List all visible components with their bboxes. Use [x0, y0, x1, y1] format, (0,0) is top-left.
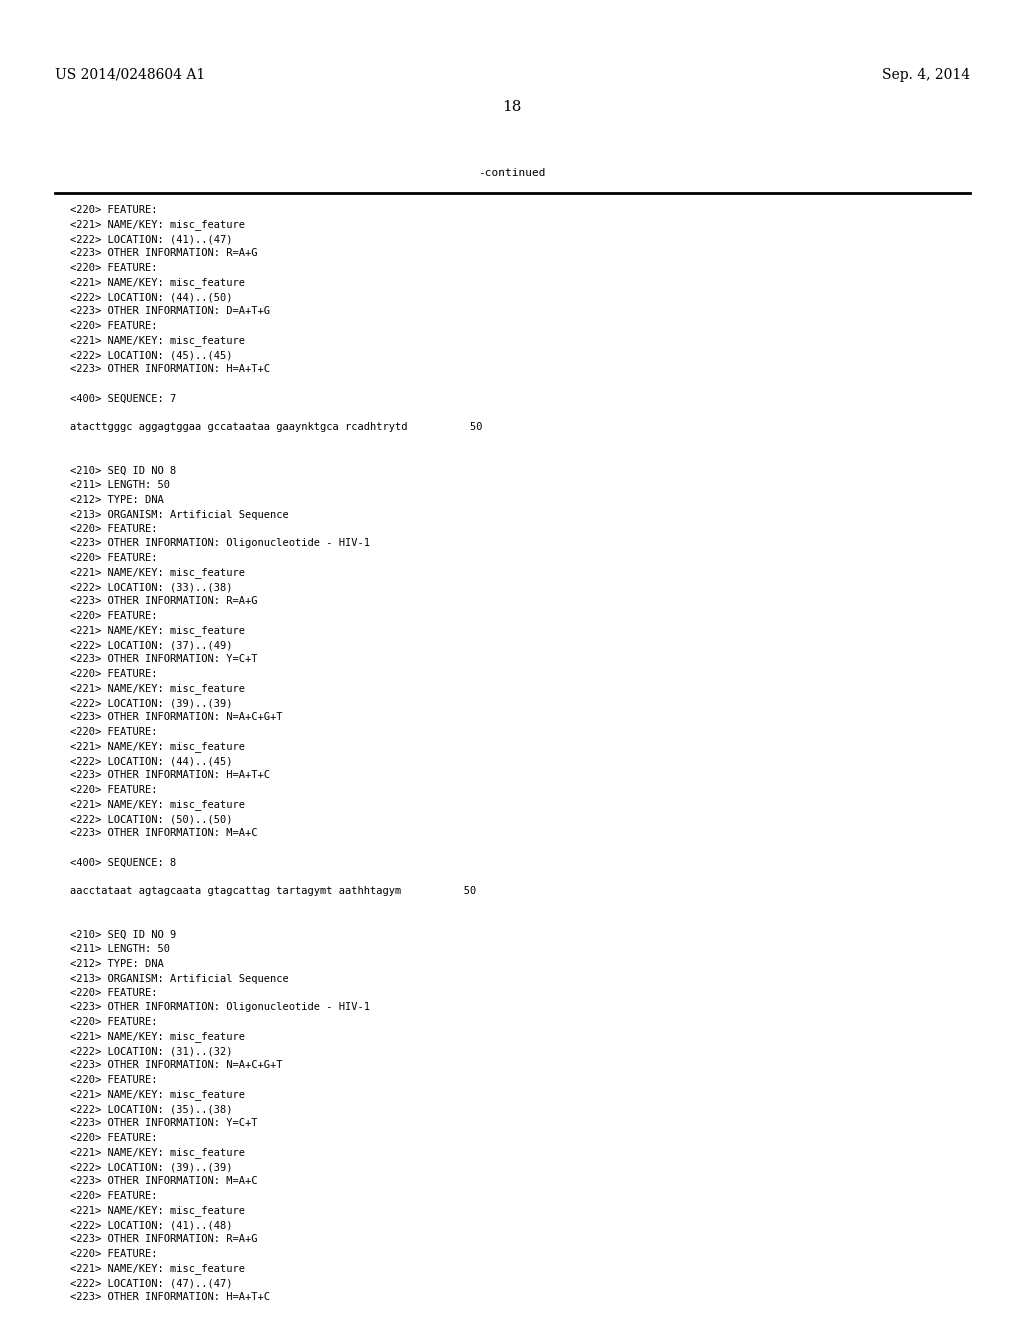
Text: <212> TYPE: DNA: <212> TYPE: DNA	[70, 960, 164, 969]
Text: <211> LENGTH: 50: <211> LENGTH: 50	[70, 945, 170, 954]
Text: <223> OTHER INFORMATION: N=A+C+G+T: <223> OTHER INFORMATION: N=A+C+G+T	[70, 1060, 283, 1071]
Text: <220> FEATURE:: <220> FEATURE:	[70, 987, 158, 998]
Text: <221> NAME/KEY: misc_feature: <221> NAME/KEY: misc_feature	[70, 335, 245, 346]
Text: <210> SEQ ID NO 9: <210> SEQ ID NO 9	[70, 931, 176, 940]
Text: <220> FEATURE:: <220> FEATURE:	[70, 785, 158, 795]
Text: <222> LOCATION: (44)..(50): <222> LOCATION: (44)..(50)	[70, 292, 232, 302]
Text: <400> SEQUENCE: 7: <400> SEQUENCE: 7	[70, 393, 176, 404]
Text: <223> OTHER INFORMATION: R=A+G: <223> OTHER INFORMATION: R=A+G	[70, 1234, 257, 1245]
Text: <223> OTHER INFORMATION: R=A+G: <223> OTHER INFORMATION: R=A+G	[70, 597, 257, 606]
Text: <223> OTHER INFORMATION: Oligonucleotide - HIV-1: <223> OTHER INFORMATION: Oligonucleotide…	[70, 539, 370, 549]
Text: <220> FEATURE:: <220> FEATURE:	[70, 1016, 158, 1027]
Text: <222> LOCATION: (47)..(47): <222> LOCATION: (47)..(47)	[70, 1278, 232, 1288]
Text: US 2014/0248604 A1: US 2014/0248604 A1	[55, 69, 205, 82]
Text: <222> LOCATION: (37)..(49): <222> LOCATION: (37)..(49)	[70, 640, 232, 649]
Text: <222> LOCATION: (41)..(48): <222> LOCATION: (41)..(48)	[70, 1220, 232, 1230]
Text: Sep. 4, 2014: Sep. 4, 2014	[882, 69, 970, 82]
Text: <223> OTHER INFORMATION: Oligonucleotide - HIV-1: <223> OTHER INFORMATION: Oligonucleotide…	[70, 1002, 370, 1012]
Text: <220> FEATURE:: <220> FEATURE:	[70, 553, 158, 564]
Text: aacctataat agtagcaata gtagcattag tartagymt aathhtagym          50: aacctataat agtagcaata gtagcattag tartagy…	[70, 887, 476, 896]
Text: <221> NAME/KEY: misc_feature: <221> NAME/KEY: misc_feature	[70, 626, 245, 636]
Text: <220> FEATURE:: <220> FEATURE:	[70, 263, 158, 273]
Text: <221> NAME/KEY: misc_feature: <221> NAME/KEY: misc_feature	[70, 277, 245, 288]
Text: <220> FEATURE:: <220> FEATURE:	[70, 1249, 158, 1259]
Text: <222> LOCATION: (33)..(38): <222> LOCATION: (33)..(38)	[70, 582, 232, 591]
Text: <221> NAME/KEY: misc_feature: <221> NAME/KEY: misc_feature	[70, 219, 245, 231]
Text: <223> OTHER INFORMATION: M=A+C: <223> OTHER INFORMATION: M=A+C	[70, 1176, 257, 1187]
Text: <223> OTHER INFORMATION: N=A+C+G+T: <223> OTHER INFORMATION: N=A+C+G+T	[70, 713, 283, 722]
Text: <222> LOCATION: (35)..(38): <222> LOCATION: (35)..(38)	[70, 1104, 232, 1114]
Text: <221> NAME/KEY: misc_feature: <221> NAME/KEY: misc_feature	[70, 568, 245, 578]
Text: <220> FEATURE:: <220> FEATURE:	[70, 321, 158, 331]
Text: <222> LOCATION: (39)..(39): <222> LOCATION: (39)..(39)	[70, 698, 232, 708]
Text: <221> NAME/KEY: misc_feature: <221> NAME/KEY: misc_feature	[70, 1089, 245, 1101]
Text: <220> FEATURE:: <220> FEATURE:	[70, 727, 158, 737]
Text: <223> OTHER INFORMATION: H=A+T+C: <223> OTHER INFORMATION: H=A+T+C	[70, 1292, 270, 1303]
Text: <221> NAME/KEY: misc_feature: <221> NAME/KEY: misc_feature	[70, 1147, 245, 1159]
Text: <213> ORGANISM: Artificial Sequence: <213> ORGANISM: Artificial Sequence	[70, 510, 289, 520]
Text: <221> NAME/KEY: misc_feature: <221> NAME/KEY: misc_feature	[70, 800, 245, 810]
Text: <220> FEATURE:: <220> FEATURE:	[70, 611, 158, 620]
Text: <213> ORGANISM: Artificial Sequence: <213> ORGANISM: Artificial Sequence	[70, 974, 289, 983]
Text: <221> NAME/KEY: misc_feature: <221> NAME/KEY: misc_feature	[70, 1205, 245, 1217]
Text: <220> FEATURE:: <220> FEATURE:	[70, 205, 158, 215]
Text: <220> FEATURE:: <220> FEATURE:	[70, 1191, 158, 1201]
Text: <212> TYPE: DNA: <212> TYPE: DNA	[70, 495, 164, 506]
Text: <220> FEATURE:: <220> FEATURE:	[70, 1074, 158, 1085]
Text: <222> LOCATION: (45)..(45): <222> LOCATION: (45)..(45)	[70, 350, 232, 360]
Text: <222> LOCATION: (39)..(39): <222> LOCATION: (39)..(39)	[70, 1162, 232, 1172]
Text: <222> LOCATION: (41)..(47): <222> LOCATION: (41)..(47)	[70, 234, 232, 244]
Text: <220> FEATURE:: <220> FEATURE:	[70, 669, 158, 678]
Text: <221> NAME/KEY: misc_feature: <221> NAME/KEY: misc_feature	[70, 742, 245, 752]
Text: <223> OTHER INFORMATION: H=A+T+C: <223> OTHER INFORMATION: H=A+T+C	[70, 771, 270, 780]
Text: <220> FEATURE:: <220> FEATURE:	[70, 1133, 158, 1143]
Text: <223> OTHER INFORMATION: R=A+G: <223> OTHER INFORMATION: R=A+G	[70, 248, 257, 259]
Text: 18: 18	[503, 100, 521, 114]
Text: -continued: -continued	[478, 168, 546, 178]
Text: <223> OTHER INFORMATION: Y=C+T: <223> OTHER INFORMATION: Y=C+T	[70, 655, 257, 664]
Text: atacttgggc aggagtggaa gccataataa gaaynktgca rcadhtrytd          50: atacttgggc aggagtggaa gccataataa gaaynkt…	[70, 422, 482, 433]
Text: <223> OTHER INFORMATION: Y=C+T: <223> OTHER INFORMATION: Y=C+T	[70, 1118, 257, 1129]
Text: <222> LOCATION: (44)..(45): <222> LOCATION: (44)..(45)	[70, 756, 232, 766]
Text: <210> SEQ ID NO 8: <210> SEQ ID NO 8	[70, 466, 176, 477]
Text: <222> LOCATION: (31)..(32): <222> LOCATION: (31)..(32)	[70, 1045, 232, 1056]
Text: <222> LOCATION: (50)..(50): <222> LOCATION: (50)..(50)	[70, 814, 232, 824]
Text: <221> NAME/KEY: misc_feature: <221> NAME/KEY: misc_feature	[70, 684, 245, 694]
Text: <223> OTHER INFORMATION: D=A+T+G: <223> OTHER INFORMATION: D=A+T+G	[70, 306, 270, 317]
Text: <221> NAME/KEY: misc_feature: <221> NAME/KEY: misc_feature	[70, 1031, 245, 1043]
Text: <220> FEATURE:: <220> FEATURE:	[70, 524, 158, 535]
Text: <400> SEQUENCE: 8: <400> SEQUENCE: 8	[70, 858, 176, 867]
Text: <221> NAME/KEY: misc_feature: <221> NAME/KEY: misc_feature	[70, 1263, 245, 1274]
Text: <223> OTHER INFORMATION: H=A+T+C: <223> OTHER INFORMATION: H=A+T+C	[70, 364, 270, 375]
Text: <223> OTHER INFORMATION: M=A+C: <223> OTHER INFORMATION: M=A+C	[70, 829, 257, 838]
Text: <211> LENGTH: 50: <211> LENGTH: 50	[70, 480, 170, 491]
